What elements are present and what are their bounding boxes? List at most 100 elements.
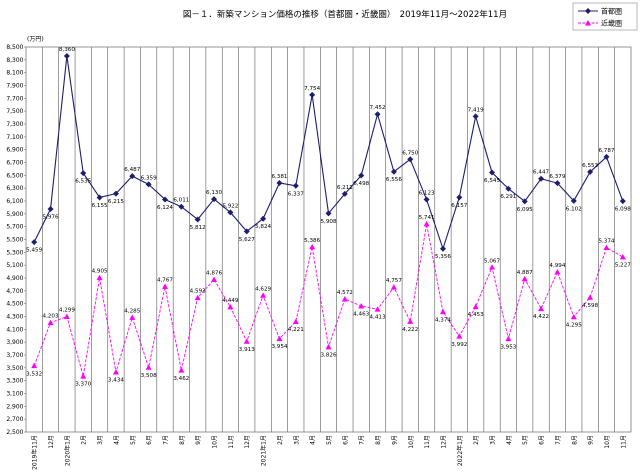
kinki-data-label: 4,598 bbox=[582, 303, 598, 309]
shutoken-data-point bbox=[407, 156, 414, 163]
shutoken-data-point bbox=[260, 215, 267, 222]
kinki-data-point bbox=[63, 313, 70, 319]
shutoken-data-point bbox=[276, 179, 283, 186]
kinki-data-point bbox=[505, 335, 512, 342]
y-axis-tick-label: 3,500 bbox=[6, 365, 23, 372]
shutoken-data-label: 6,291 bbox=[500, 194, 516, 200]
kinki-data-point bbox=[243, 338, 250, 344]
y-axis-tick-label: 3,100 bbox=[6, 391, 23, 398]
shutoken-data-label: 6,787 bbox=[598, 148, 614, 154]
shutoken-data-point bbox=[145, 181, 152, 188]
y-axis-tick-label: 4,900 bbox=[6, 275, 23, 282]
shutoken-data-point bbox=[423, 196, 430, 203]
shutoken-data-point bbox=[243, 228, 250, 235]
y-axis-tick-label: 7,300 bbox=[6, 121, 23, 128]
kinki-data-label: 4,413 bbox=[370, 315, 386, 321]
legend-box bbox=[572, 2, 638, 31]
shutoken-data-point bbox=[194, 216, 201, 223]
x-axis-tick-label: 11月 bbox=[620, 435, 627, 449]
x-axis-tick-label: 12月 bbox=[244, 435, 251, 449]
y-axis-tick-label: 6,100 bbox=[6, 198, 23, 205]
kinki-data-point bbox=[374, 306, 381, 312]
kinki-data-label: 4,453 bbox=[468, 312, 484, 318]
y-axis-tick-label: 4,100 bbox=[6, 326, 23, 333]
x-axis-tick-label: 7月 bbox=[162, 435, 169, 445]
kinki-data-label: 3,462 bbox=[173, 376, 189, 382]
kinki-data-label: 4,905 bbox=[92, 269, 108, 275]
kinki-data-point bbox=[570, 313, 577, 320]
shutoken-data-point bbox=[63, 52, 70, 59]
kinki-data-label: 5,067 bbox=[484, 258, 500, 264]
shutoken-data-point bbox=[439, 245, 446, 252]
kinki-data-label: 4,449 bbox=[222, 298, 238, 304]
kinki-data-point bbox=[538, 305, 545, 312]
y-axis-tick-label: 6,500 bbox=[6, 172, 23, 179]
grid-layer bbox=[25, 46, 632, 433]
shutoken-data-label: 6,102 bbox=[566, 206, 582, 212]
kinki-data-point bbox=[439, 308, 446, 315]
x-axis-tick-label: 5月 bbox=[326, 435, 333, 445]
shutoken-data-label: 5,922 bbox=[222, 203, 238, 209]
y-axis-tick-label: 2,700 bbox=[6, 416, 23, 423]
shutoken-data-label: 6,011 bbox=[173, 198, 189, 204]
kinki-data-label: 4,876 bbox=[206, 271, 222, 277]
x-axis-tick-label: 6月 bbox=[539, 435, 546, 445]
kinki-data-label: 5,386 bbox=[304, 238, 320, 244]
shutoken-data-label: 7,419 bbox=[468, 107, 484, 113]
kinki-data-label: 4,757 bbox=[386, 278, 402, 284]
kinki-data-point bbox=[260, 292, 267, 298]
kinki-data-label: 5,741 bbox=[419, 215, 435, 221]
kinki-data-label: 4,629 bbox=[255, 286, 271, 292]
x-axis-tick-label: 8月 bbox=[375, 435, 382, 445]
x-axis-tick-label: 2月 bbox=[81, 435, 88, 445]
shutoken-data-point bbox=[619, 198, 626, 205]
kinki-data-point bbox=[112, 369, 119, 375]
y-axis-tick-label: 7,100 bbox=[6, 134, 23, 141]
kinki-data-label: 4,295 bbox=[566, 322, 582, 328]
shutoken-data-point bbox=[325, 210, 332, 217]
shutoken-data-label: 6,098 bbox=[615, 207, 631, 213]
shutoken-data-label: 5,976 bbox=[43, 214, 59, 220]
y-axis-tick-label: 3,900 bbox=[6, 339, 23, 346]
kinki-data-label: 3,953 bbox=[500, 344, 516, 350]
legend-label-shutoken: 首都圏 bbox=[601, 7, 622, 16]
kinki-data-point bbox=[358, 303, 365, 309]
shutoken-data-point bbox=[80, 170, 87, 177]
shutoken-data-label: 6,379 bbox=[549, 174, 565, 180]
kinki-data-point bbox=[407, 318, 414, 324]
shutoken-data-label: 7,452 bbox=[370, 105, 386, 111]
kinki-data-label: 4,593 bbox=[190, 289, 206, 295]
kinki-data-point bbox=[145, 364, 152, 370]
shutoken-data-point bbox=[178, 203, 185, 210]
y-axis-tick-label: 4,300 bbox=[6, 314, 23, 321]
shutoken-data-point bbox=[374, 111, 381, 118]
chart-title: 図－１．新築マンション価格の推移（首都圏・近畿圏） 2019年11月～2022年… bbox=[183, 9, 507, 20]
shutoken-data-label: 5,908 bbox=[320, 219, 336, 225]
shutoken-data-label: 6,215 bbox=[108, 199, 124, 205]
legend-diamond-marker-icon bbox=[585, 8, 591, 14]
kinki-data-point bbox=[472, 303, 479, 310]
kinki-data-point bbox=[161, 283, 168, 289]
x-axis-tick-label: 7月 bbox=[359, 435, 366, 445]
shutoken-data-point bbox=[129, 173, 136, 180]
shutoken-data-label: 5,824 bbox=[255, 224, 271, 230]
shutoken-data-label: 6,556 bbox=[386, 177, 402, 183]
x-axis-tick-label: 11月 bbox=[228, 435, 235, 449]
y-axis-tick-label: 4,500 bbox=[6, 301, 23, 308]
kinki-data-point bbox=[292, 318, 299, 324]
y-axis-tick-label: 5,300 bbox=[6, 249, 23, 256]
kinki-data-point bbox=[423, 221, 430, 227]
x-axis-tick-label: 3月 bbox=[293, 435, 300, 445]
y-axis-tick-label: 5,900 bbox=[6, 211, 23, 218]
shutoken-data-point bbox=[538, 175, 545, 182]
y-axis-tick-label: 5,100 bbox=[6, 262, 23, 269]
kinki-data-label: 3,826 bbox=[320, 352, 336, 358]
shutoken-data-label: 6,123 bbox=[419, 191, 435, 197]
kinki-data-label: 4,374 bbox=[435, 317, 451, 323]
shutoken-data-label: 6,211 bbox=[337, 185, 353, 191]
shutoken-data-label: 6,124 bbox=[157, 205, 173, 211]
kinki-data-label: 4,463 bbox=[353, 312, 369, 318]
kinki-data-point bbox=[211, 276, 218, 282]
